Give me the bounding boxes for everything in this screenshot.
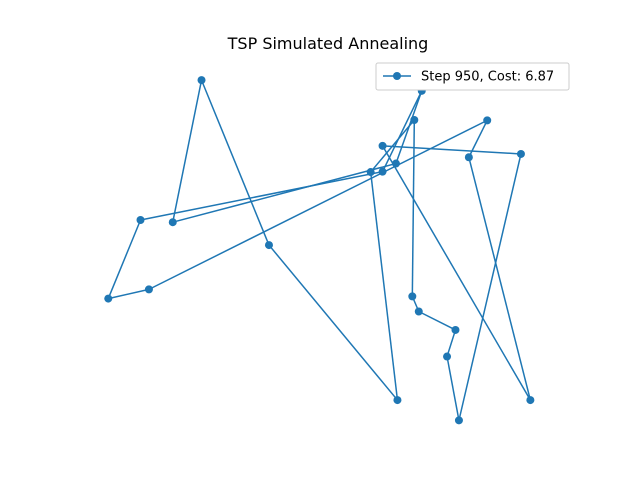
city-point xyxy=(393,396,402,405)
route-segment xyxy=(381,90,423,172)
route-segment xyxy=(446,356,460,421)
route-segment xyxy=(411,119,416,297)
city-point xyxy=(366,168,375,177)
route-segment xyxy=(108,288,150,300)
legend-frame xyxy=(375,62,570,91)
chart-title: TSP Simulated Annealing xyxy=(227,34,429,53)
route-segment xyxy=(172,79,203,223)
city-point xyxy=(378,167,387,176)
route-segment xyxy=(458,153,522,421)
route-segment xyxy=(369,171,399,401)
route-segment xyxy=(140,170,383,221)
city-point xyxy=(516,149,525,158)
route-segment xyxy=(446,329,457,357)
plot-area xyxy=(104,76,535,425)
city-point xyxy=(391,159,400,168)
city-point xyxy=(168,218,177,227)
route-segment xyxy=(395,90,423,164)
route-segment xyxy=(107,219,142,299)
legend: Step 950, Cost: 6.87 xyxy=(375,62,570,91)
route-segment xyxy=(382,145,521,155)
city-point xyxy=(454,416,463,425)
city-point xyxy=(410,115,419,124)
city-point xyxy=(197,76,206,85)
city-point xyxy=(464,153,473,162)
city-point xyxy=(443,352,452,361)
city-point xyxy=(408,292,417,301)
route-segment xyxy=(381,145,532,401)
city-point xyxy=(144,285,153,294)
route-segment xyxy=(268,244,399,401)
route-segment xyxy=(468,120,488,158)
city-point xyxy=(483,116,492,125)
legend-label: Step 950, Cost: 6.87 xyxy=(421,70,554,85)
route-segment xyxy=(172,162,397,223)
legend-marker-swatch xyxy=(393,72,401,80)
city-point xyxy=(136,215,145,224)
city-point xyxy=(104,294,113,303)
city-point xyxy=(378,141,387,150)
route-segment xyxy=(418,310,456,331)
route-segment xyxy=(468,157,532,401)
city-point xyxy=(451,325,460,334)
route-segment xyxy=(200,79,270,246)
city-point xyxy=(264,241,273,250)
city-point xyxy=(414,307,423,316)
city-point xyxy=(526,396,535,405)
route-segment xyxy=(148,119,488,291)
